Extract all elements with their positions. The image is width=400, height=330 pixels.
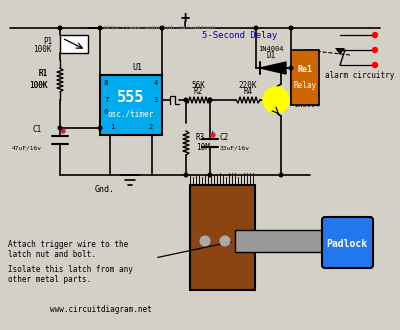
- Circle shape: [289, 66, 293, 70]
- Circle shape: [372, 32, 378, 38]
- Text: Re1: Re1: [298, 65, 312, 75]
- Text: Relay: Relay: [294, 81, 316, 89]
- Text: R1: R1: [39, 70, 48, 79]
- Circle shape: [98, 126, 102, 130]
- Text: +: +: [210, 128, 214, 138]
- Text: 33uF/16v: 33uF/16v: [220, 146, 250, 150]
- Circle shape: [208, 98, 212, 102]
- Text: 5-Second Delay: 5-Second Delay: [202, 30, 278, 40]
- Text: T1: T1: [294, 90, 304, 100]
- Polygon shape: [335, 48, 345, 55]
- Text: C2: C2: [220, 133, 229, 142]
- Circle shape: [372, 62, 378, 68]
- Text: Padlock: Padlock: [326, 239, 368, 249]
- Text: 6: 6: [104, 109, 108, 115]
- Circle shape: [200, 236, 210, 246]
- Text: 555: 555: [117, 89, 145, 105]
- Text: R2: R2: [193, 87, 203, 96]
- Text: 100K: 100K: [34, 45, 52, 54]
- Text: 220K: 220K: [239, 82, 257, 90]
- Text: alarm circuitry: alarm circuitry: [325, 71, 395, 80]
- Bar: [190, 185, 255, 290]
- Text: osc./timer: osc./timer: [108, 110, 154, 118]
- Text: 100K: 100K: [30, 81, 48, 89]
- Text: 1: 1: [110, 124, 114, 130]
- Text: http://www.uoguelph.ca/~antoon: http://www.uoguelph.ca/~antoon: [104, 25, 216, 30]
- Text: +: +: [60, 124, 64, 134]
- Circle shape: [58, 126, 62, 130]
- Circle shape: [372, 48, 378, 52]
- Text: 4: 4: [154, 80, 158, 86]
- Circle shape: [220, 236, 230, 246]
- Circle shape: [160, 26, 164, 30]
- Text: D1: D1: [266, 51, 276, 60]
- Text: 47uF/16v: 47uF/16v: [12, 146, 42, 150]
- Text: 7: 7: [104, 97, 108, 103]
- Circle shape: [289, 26, 293, 30]
- Bar: [235, 230, 335, 252]
- Text: U1: U1: [132, 63, 142, 73]
- Bar: [291, 50, 319, 105]
- Text: 100K: 100K: [30, 81, 48, 89]
- Text: 1N4004: 1N4004: [258, 46, 284, 52]
- Text: 2: 2: [148, 124, 152, 130]
- Circle shape: [61, 129, 65, 133]
- Text: C1: C1: [33, 125, 42, 135]
- Text: +: +: [180, 11, 190, 25]
- Bar: [100, 75, 162, 135]
- Circle shape: [211, 133, 215, 137]
- Text: Isolate this latch from any
other metal parts.: Isolate this latch from any other metal …: [8, 265, 133, 284]
- Text: 8: 8: [104, 80, 108, 86]
- Text: Attach trigger wire to the
latch nut and bolt.: Attach trigger wire to the latch nut and…: [8, 240, 128, 259]
- Text: Gnd.: Gnd.: [95, 185, 115, 194]
- Circle shape: [208, 173, 212, 177]
- Text: R3: R3: [196, 133, 205, 142]
- Text: P1: P1: [43, 37, 52, 46]
- FancyBboxPatch shape: [322, 217, 373, 268]
- Text: R4: R4: [243, 87, 253, 96]
- Circle shape: [184, 98, 188, 102]
- Circle shape: [208, 98, 212, 102]
- Text: 10M: 10M: [196, 144, 210, 152]
- Text: www.circuitdiagram.net: www.circuitdiagram.net: [50, 306, 152, 314]
- Text: 2N3904: 2N3904: [294, 102, 320, 108]
- Circle shape: [184, 173, 188, 177]
- Text: 56K: 56K: [191, 82, 205, 90]
- Circle shape: [263, 87, 289, 113]
- Circle shape: [58, 26, 62, 30]
- Polygon shape: [260, 62, 286, 74]
- Circle shape: [98, 26, 102, 30]
- Text: R1: R1: [39, 70, 48, 79]
- Circle shape: [254, 26, 258, 30]
- Bar: [60, 35, 88, 53]
- Circle shape: [279, 173, 283, 177]
- Text: 3: 3: [154, 97, 158, 103]
